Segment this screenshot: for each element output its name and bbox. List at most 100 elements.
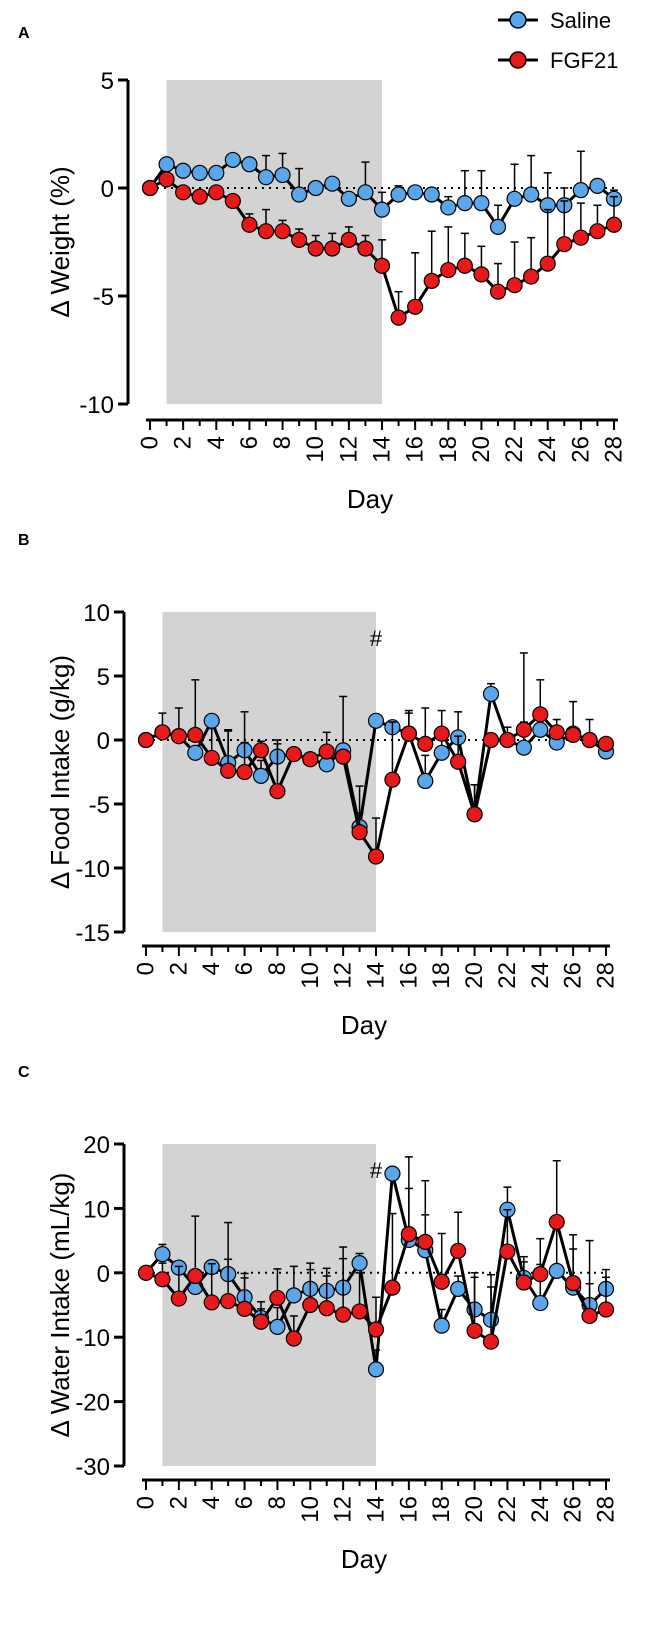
panel-c-fgf21-point [499, 1243, 516, 1260]
panel-a-saline-point [373, 201, 391, 218]
panel-b-x-tick-label: 14 [363, 962, 390, 989]
panel-c-fgf21-point [252, 1313, 270, 1330]
panel-a-saline-point [257, 169, 275, 186]
panel-c-fgf21-point [581, 1307, 598, 1325]
panel-a-x-tick-label: 24 [534, 436, 561, 463]
panel-c-saline-point [154, 1246, 171, 1263]
panel-a-saline-point [274, 166, 291, 184]
panel-b-saline-point [482, 685, 500, 703]
panel-b-fgf21-point [499, 731, 516, 749]
panel-a-x-tick-label: 14 [369, 436, 396, 463]
panel-a-fgf21-point [357, 240, 374, 257]
panel-c-fgf21-point [187, 1267, 204, 1285]
panel-a-x-tick-label: 26 [567, 436, 594, 463]
legend: Saline FGF21 [498, 8, 618, 73]
panel-a-saline-point [291, 186, 308, 203]
panel-a-saline-point [456, 195, 473, 212]
panel-c-fgf21-point [367, 1321, 385, 1338]
panel-b-fgf21-point [417, 735, 434, 752]
panel-a-x-tick-label: 12 [335, 436, 362, 463]
panel-a-x-tick-label: 2 [170, 436, 197, 449]
panel-b-series-fgf21 [137, 652, 615, 865]
panel-c-x-tick-label: 8 [264, 1496, 291, 1509]
panel-c-fgf21-point [482, 1333, 500, 1350]
panel-a-fgf21-point [257, 223, 275, 240]
panel-c-fgf21-point [335, 1306, 352, 1323]
panel-b-y-tick-label: 5 [97, 664, 110, 691]
panel-c-x-tick-label: 26 [560, 1496, 587, 1523]
panel-b-fgf21-point [203, 749, 220, 767]
panel-b-fgf21-point [581, 731, 598, 749]
panel-a-fgf21-point [340, 231, 357, 248]
panel-c-fgf21-point [318, 1300, 335, 1317]
panel-b-fgf21-point [450, 753, 467, 770]
panel-c-y-tick-label: 10 [83, 1196, 110, 1223]
panel-a-saline-point [572, 182, 589, 199]
panel-a-x-axis-title: Day [347, 484, 393, 514]
panel-c-shaded-region [162, 1144, 376, 1466]
panel-a-y-tick-label: 5 [101, 68, 114, 95]
panel-c-x-tick-label: 2 [165, 1496, 192, 1509]
panel-a-saline-point [589, 177, 606, 194]
panel-c-x-tick-label: 22 [494, 1496, 521, 1523]
panel-a-x-tick-label: 10 [302, 436, 329, 463]
panel-b-fgf21-point [597, 735, 615, 752]
panel-b-fgf21-point [466, 806, 483, 823]
panel-a-fgf21-point [224, 192, 241, 210]
panel-c-x-tick-label: 12 [330, 1496, 357, 1523]
panel-a-x-tick-label: 16 [402, 436, 429, 463]
panel-b-fgf21-point [351, 824, 368, 841]
panel-b-fgf21-point [269, 783, 286, 800]
panel-a-fgf21-point [191, 188, 208, 205]
panel-c-fgf21-point [400, 1226, 417, 1243]
panel-a-saline-point [523, 186, 540, 203]
panel-b-fgf21-point [367, 848, 385, 865]
panel-b-saline-point [367, 712, 385, 729]
panel-c-fgf21-point [466, 1322, 483, 1339]
panel-c-fgf21-point [515, 1274, 532, 1291]
panel-b-y-tick-label: -5 [89, 792, 110, 819]
panel-letter-a: A [18, 25, 30, 42]
panel-c-y-tick-label: 20 [83, 1132, 110, 1159]
panel-c-y-axis-title: Δ Water Intake (mL/kg) [45, 1173, 75, 1438]
panel-b-x-tick-label: 26 [560, 962, 587, 989]
panel-b-saline-point [532, 721, 549, 738]
panel-c-fgf21-point [433, 1273, 450, 1290]
panel-c-fgf21-point [220, 1293, 237, 1310]
panel-a-y-axis-title: Δ Weight (%) [45, 166, 75, 317]
panel-b-fgf21-point [318, 743, 335, 760]
panel-c-saline-point [367, 1361, 385, 1378]
panel-c-fgf21-point [532, 1265, 549, 1283]
panel-c-fgf21-point [154, 1271, 171, 1288]
panel-b-y-tick-label: -10 [75, 856, 110, 883]
panel-b-saline-point [252, 767, 270, 784]
panel-c-x-axis-title: Day [341, 1544, 387, 1574]
panel-b-saline-point [433, 744, 450, 761]
panel-a-saline-point [175, 162, 192, 179]
panel-c-x-tick-label: 28 [593, 1496, 620, 1523]
panel-a-x-tick-label: 0 [137, 436, 164, 449]
panel-c-fgf21-point [565, 1275, 582, 1292]
panel-b-x-tick-label: 12 [330, 962, 357, 989]
panel-b-fgf21-point [285, 745, 302, 763]
panel-b-x-axis-title: Day [341, 1010, 387, 1040]
panel-c-saline-point [548, 1262, 565, 1279]
panel-a-saline-point [440, 199, 457, 216]
panel-a-x-tick-label: 6 [236, 436, 263, 449]
panel-b-fgf21-point [532, 706, 549, 723]
panel-b-x-tick-label: 22 [494, 962, 521, 989]
panel-c-x-tick-label: 4 [198, 1496, 225, 1509]
panel-a-fgf21-point [175, 184, 192, 201]
panel-b-fgf21-point [384, 771, 401, 788]
panel-c-fgf21-point [302, 1296, 319, 1314]
panel-a-x-tick-label: 28 [601, 436, 628, 463]
panel-b-saline-point [515, 739, 532, 756]
panel-a-fgf21-point [208, 184, 225, 201]
panel-b-fgf21-point [302, 751, 319, 768]
panel-c-saline-point [433, 1317, 450, 1334]
legend-fgf21-marker [509, 51, 527, 69]
panel-c-fgf21-point [450, 1242, 467, 1260]
